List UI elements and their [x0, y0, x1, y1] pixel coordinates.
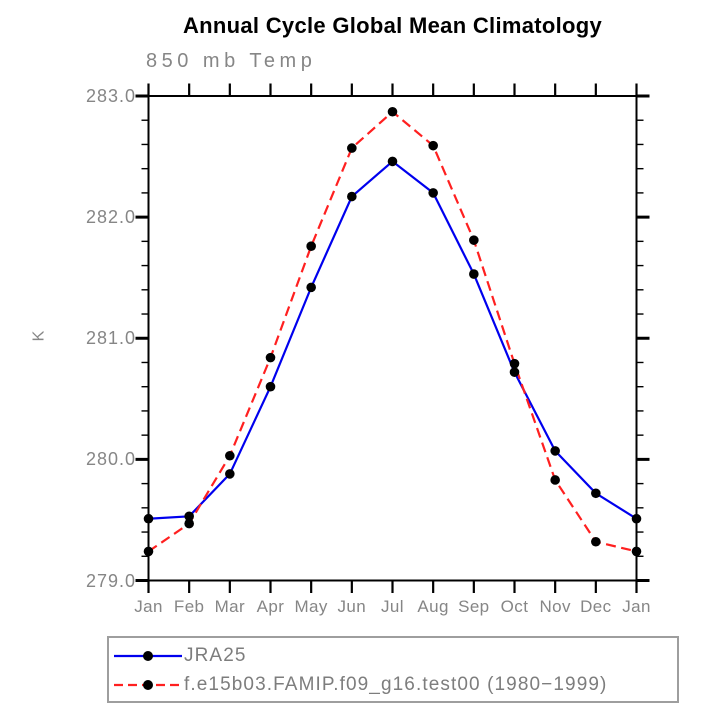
legend-label: f.e15b03.FAMIP.f09_g16.test00 (1980−1999… — [184, 673, 608, 695]
y-axis-label: K — [30, 330, 48, 342]
data-point-marker-series-0 — [387, 156, 398, 167]
data-point-marker-series-1 — [428, 140, 438, 151]
plot-frame — [147, 95, 638, 582]
data-point-marker-series-0 — [347, 191, 357, 202]
data-point-marker-series-0 — [265, 381, 276, 392]
line-series-1 — [147, 110, 637, 553]
data-point-marker-series-1 — [509, 358, 520, 369]
chart-title: Annual Cycle Global Mean Climatology — [182, 13, 603, 38]
x-axis-tick-label: Feb — [173, 597, 205, 616]
data-point-marker-series-1 — [387, 106, 398, 117]
line-series-0 — [148, 159, 638, 520]
data-point-marker-series-0 — [469, 269, 479, 279]
x-axis-tick-label: Sep — [458, 597, 490, 616]
x-axis-tick-label: May — [294, 597, 328, 616]
data-point-marker-series-1 — [143, 546, 154, 557]
x-axis-tick-label: Mar — [214, 597, 246, 616]
data-point-marker-series-1 — [631, 546, 642, 557]
data-point-marker-series-0 — [550, 446, 560, 456]
legend-sample-marker — [143, 679, 153, 690]
data-point-marker-series-0 — [631, 513, 642, 524]
data-point-marker-series-1 — [306, 241, 316, 251]
x-axis-tick-label: Nov — [539, 597, 571, 616]
legend-label: JRA25 — [184, 644, 247, 666]
x-axis-tick-label: Apr — [256, 597, 285, 616]
legend-item: f.e15b03.FAMIP.f09_g16.test00 (1980−1999… — [112, 670, 677, 699]
data-point-marker-series-1 — [550, 475, 560, 485]
x-axis-tick-label: Oct — [500, 597, 529, 616]
data-point-marker-series-1 — [225, 450, 235, 461]
x-axis-tick-label: Jan — [134, 597, 163, 616]
data-point-marker-series-1 — [265, 352, 276, 363]
x-axis-tick-label: Jun — [337, 597, 367, 616]
data-point-marker-series-0 — [184, 511, 194, 522]
x-axis-tick-label: Jul — [381, 597, 404, 616]
data-point-marker-series-1 — [591, 536, 601, 547]
y-axis-tick-label: 282.0 — [85, 207, 136, 228]
data-point-marker-series-0 — [428, 188, 438, 198]
data-point-marker-series-0 — [143, 513, 154, 524]
data-point-marker-series-0 — [306, 282, 316, 293]
legend-item: JRA25 — [112, 641, 677, 670]
data-point-marker-series-1 — [469, 235, 479, 245]
y-axis-tick-label: 280.0 — [85, 449, 136, 470]
x-axis-tick-label: Aug — [417, 597, 449, 616]
data-point-marker-series-0 — [509, 367, 520, 377]
data-point-marker-series-0 — [591, 488, 601, 499]
data-point-marker-series-0 — [225, 469, 235, 479]
legend-sample — [114, 650, 182, 661]
y-axis-tick-label: 281.0 — [85, 328, 136, 349]
x-axis-tick-label: Dec — [580, 597, 612, 616]
x-axis-tick-label: Jan — [622, 597, 651, 616]
data-point-marker-series-1 — [347, 143, 357, 153]
y-axis-tick-label: 279.0 — [85, 570, 136, 591]
legend: JRA25 f.e15b03.FAMIP.f09_g16.test00 (198… — [107, 636, 679, 703]
chart-subtitle: 850 mb Temp — [146, 50, 317, 72]
legend-sample-marker — [143, 650, 153, 661]
y-axis-tick-label: 283.0 — [85, 86, 136, 106]
legend-sample — [114, 679, 182, 690]
data-point-marker-series-1 — [184, 518, 194, 529]
